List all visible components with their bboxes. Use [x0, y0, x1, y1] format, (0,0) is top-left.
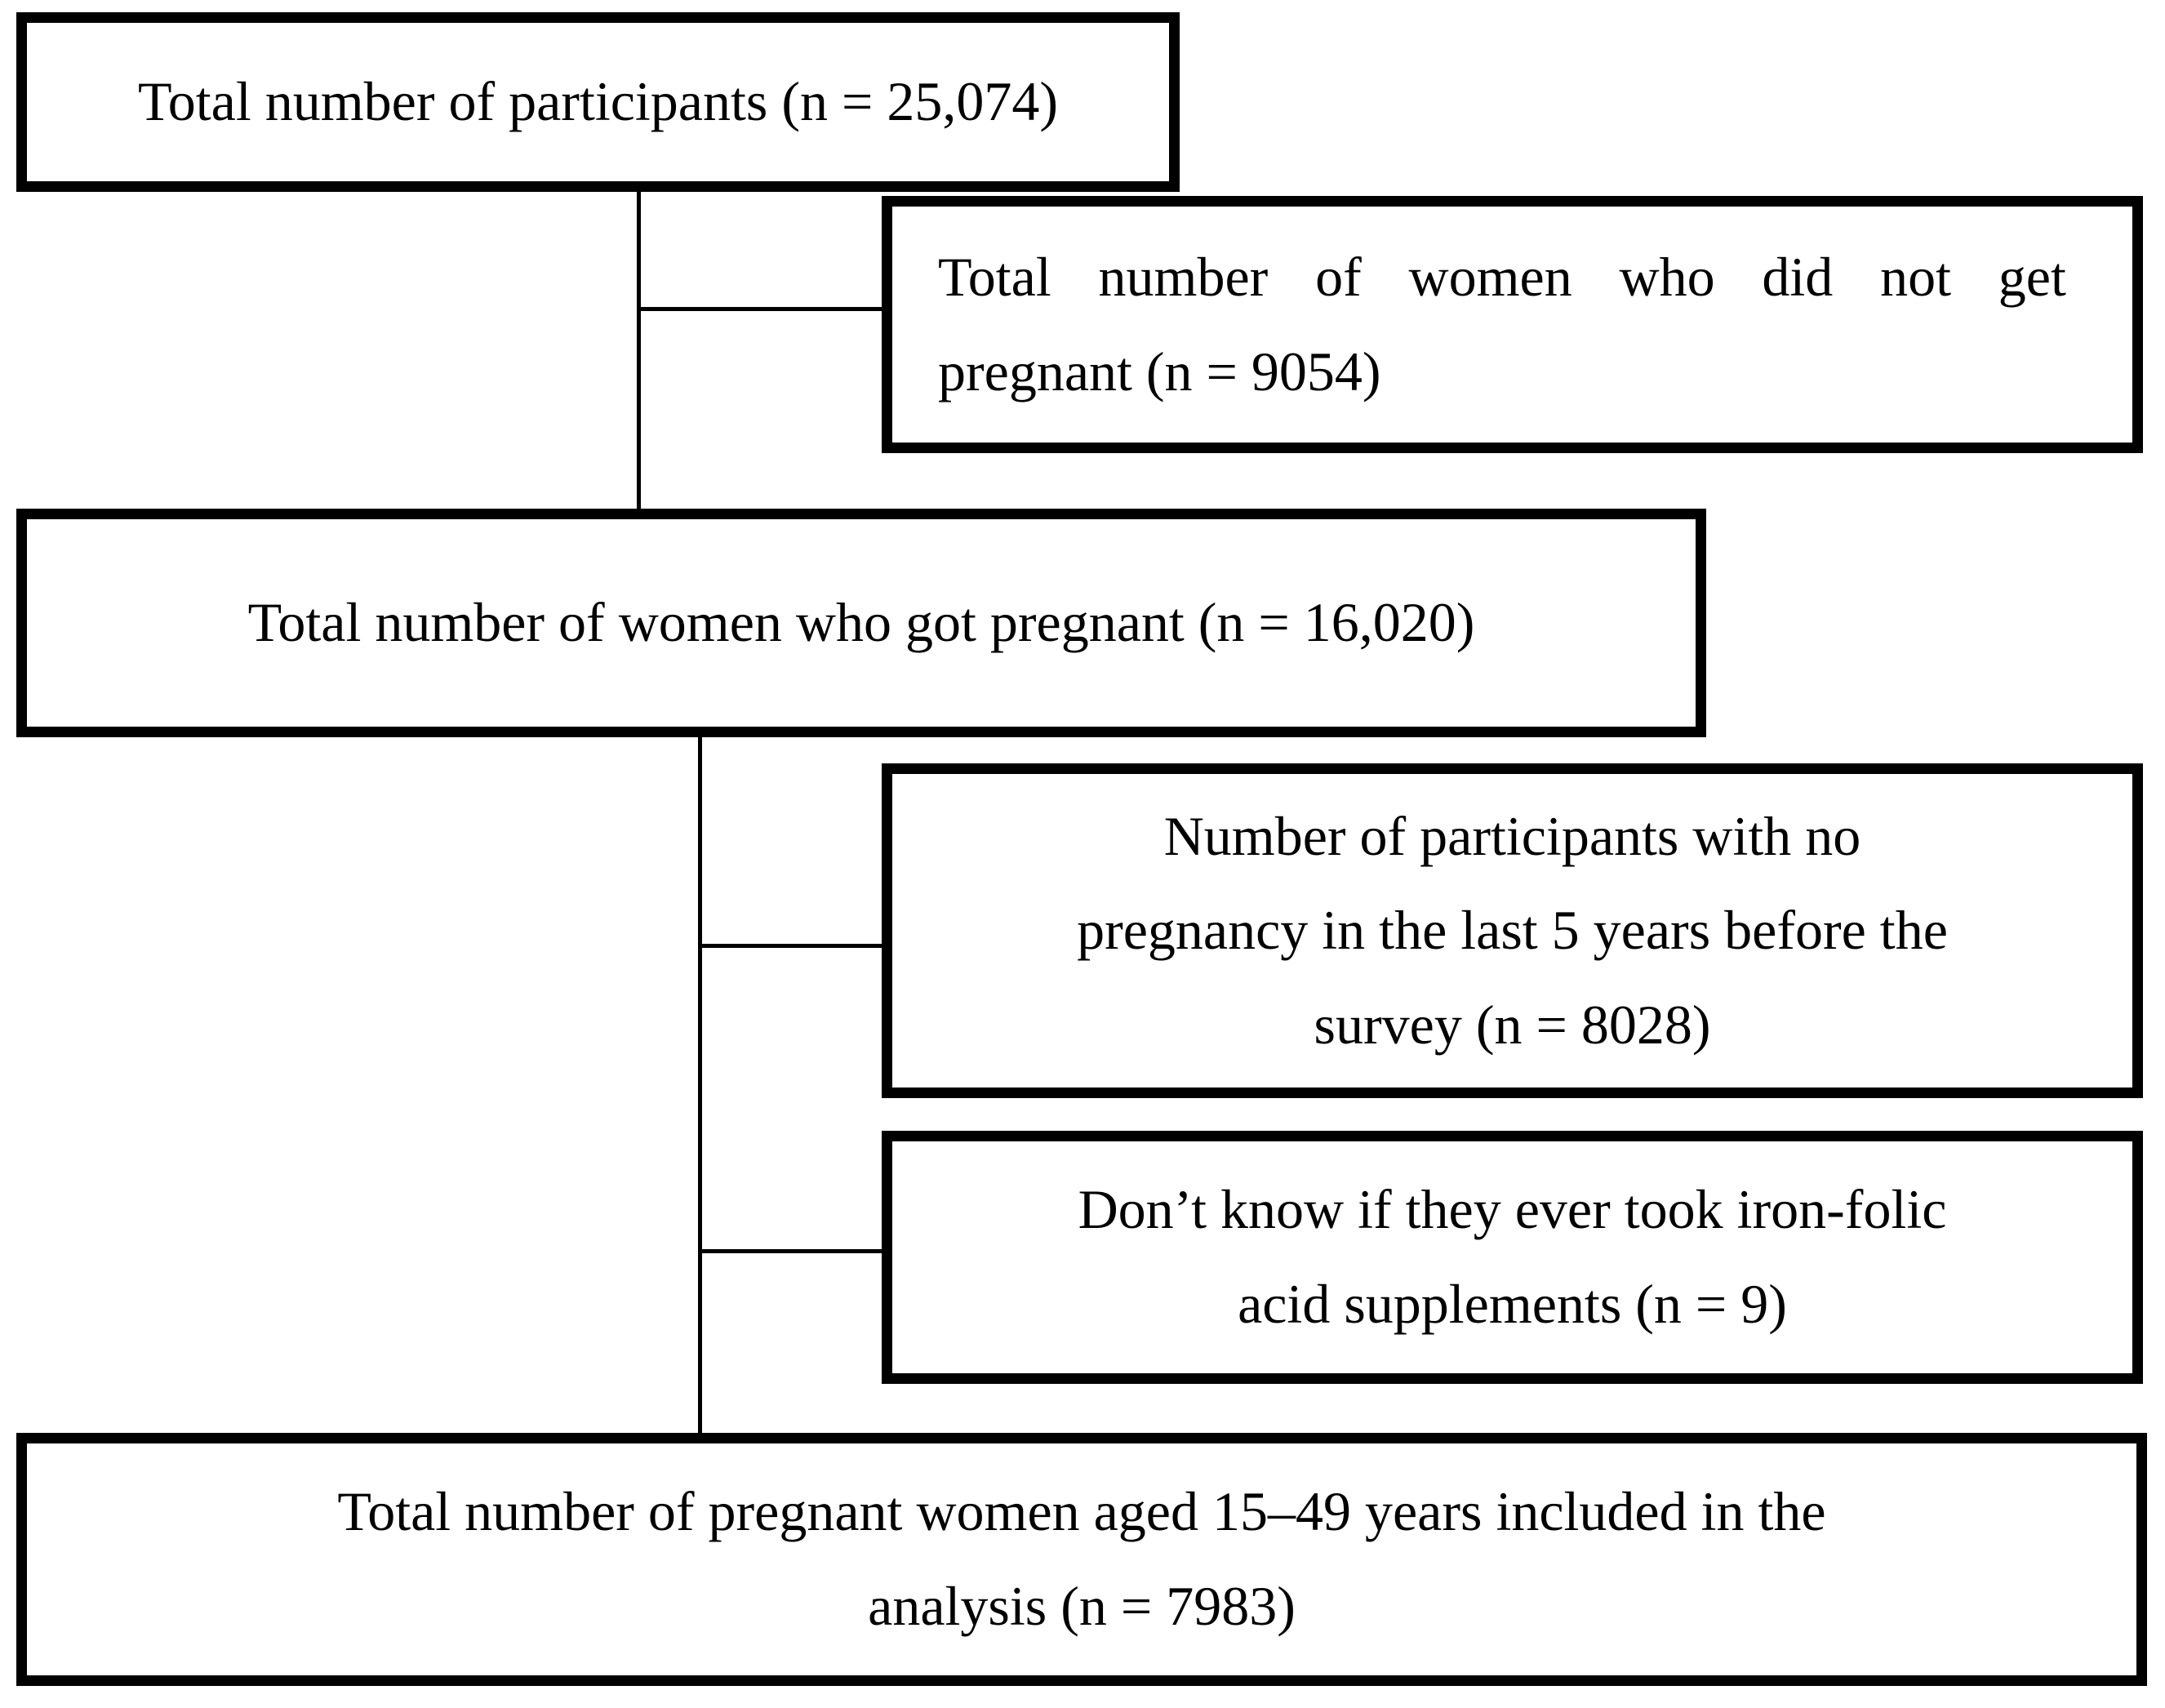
box-text-line: analysis (n = 7983)	[868, 1575, 1296, 1637]
connector-branch-dont-know	[698, 1249, 884, 1253]
connector-branch-not-pregnant	[637, 307, 883, 311]
box-total-participants: Total number of participants (n = 25,074…	[16, 12, 1180, 192]
box-dont-know-iron-folic: Don’t know if they ever took iron-folic a…	[882, 1131, 2143, 1384]
connector-vertical-top	[637, 186, 641, 513]
box-text-line: Total number of women who did not get	[938, 245, 2066, 308]
box-text-line: Number of participants with no	[1163, 804, 1861, 867]
box-text-line: Total number of pregnant women aged 15–4…	[337, 1480, 1826, 1543]
box-text-line: Total number of participants (n = 25,074…	[138, 70, 1058, 133]
box-text-line: acid supplements (n = 9)	[1238, 1273, 1787, 1335]
box-text-line: Total number of women who got pregnant (…	[247, 591, 1475, 654]
box-text-line: Don’t know if they ever took iron-folic	[1078, 1178, 1947, 1241]
connector-branch-no-pregnancy-5y	[698, 944, 884, 948]
connector-vertical-bottom	[698, 732, 702, 1437]
box-pregnant: Total number of women who got pregnant (…	[16, 509, 1706, 737]
box-not-pregnant: Total number of women who did not get pre…	[882, 196, 2143, 453]
box-text-line: pregnancy in the last 5 years before the	[1077, 899, 1948, 962]
box-included-in-analysis: Total number of pregnant women aged 15–4…	[16, 1433, 2147, 1686]
box-no-pregnancy-5y: Number of participants with no pregnancy …	[882, 763, 2143, 1098]
box-text-line: pregnant (n = 9054)	[938, 340, 1381, 403]
box-text-line: survey (n = 8028)	[1314, 993, 1711, 1056]
